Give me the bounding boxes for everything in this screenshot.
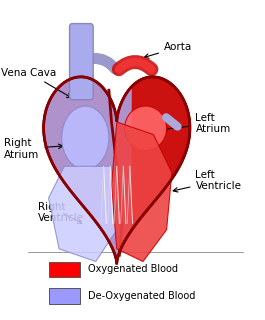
Text: Aorta: Aorta <box>144 42 192 58</box>
FancyArrowPatch shape <box>119 62 152 69</box>
Text: Left
Atrium: Left Atrium <box>163 113 231 134</box>
Ellipse shape <box>125 106 167 150</box>
Text: Vena Cava: Vena Cava <box>1 68 71 98</box>
FancyArrowPatch shape <box>93 58 115 69</box>
Polygon shape <box>112 122 172 261</box>
Text: Right
Ventricle: Right Ventricle <box>38 202 84 223</box>
FancyArrowPatch shape <box>119 62 152 69</box>
Polygon shape <box>44 77 190 263</box>
FancyBboxPatch shape <box>48 288 80 304</box>
FancyArrowPatch shape <box>166 117 178 126</box>
FancyBboxPatch shape <box>48 261 80 277</box>
Ellipse shape <box>62 106 109 170</box>
Text: De-Oxygenated Blood: De-Oxygenated Blood <box>88 292 195 301</box>
Polygon shape <box>48 166 117 261</box>
FancyBboxPatch shape <box>70 24 93 100</box>
Text: Oxygenated Blood: Oxygenated Blood <box>88 264 178 275</box>
Text: Right
Atrium: Right Atrium <box>4 138 63 160</box>
Text: Left
Ventricle: Left Ventricle <box>173 170 241 192</box>
Polygon shape <box>44 77 132 263</box>
